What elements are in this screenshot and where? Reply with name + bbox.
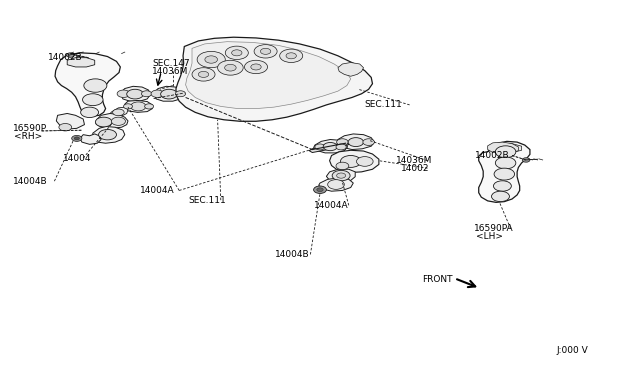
Polygon shape	[338, 62, 364, 76]
Circle shape	[111, 117, 125, 125]
Circle shape	[84, 79, 107, 92]
Polygon shape	[96, 113, 128, 128]
Polygon shape	[93, 126, 125, 143]
Circle shape	[198, 71, 209, 77]
Circle shape	[72, 135, 82, 141]
Circle shape	[337, 139, 348, 145]
Polygon shape	[186, 42, 351, 109]
Text: J:000 V: J:000 V	[557, 346, 589, 355]
Polygon shape	[154, 86, 184, 101]
Polygon shape	[488, 142, 518, 153]
Polygon shape	[319, 178, 353, 191]
Circle shape	[175, 91, 186, 97]
Polygon shape	[67, 58, 95, 67]
Circle shape	[337, 173, 346, 178]
Circle shape	[495, 157, 516, 169]
Polygon shape	[479, 141, 530, 202]
Text: 16590PA: 16590PA	[474, 224, 513, 233]
Text: 14004B: 14004B	[13, 177, 47, 186]
Text: 14002: 14002	[401, 164, 430, 173]
Circle shape	[124, 104, 132, 109]
Circle shape	[315, 144, 325, 150]
Circle shape	[495, 146, 516, 158]
Circle shape	[251, 64, 261, 70]
Polygon shape	[309, 142, 349, 153]
Circle shape	[83, 94, 103, 106]
Circle shape	[336, 162, 349, 170]
Text: <RH>: <RH>	[14, 132, 42, 141]
Circle shape	[356, 157, 373, 166]
Circle shape	[492, 191, 509, 202]
Circle shape	[328, 180, 344, 189]
Circle shape	[332, 170, 350, 181]
Circle shape	[494, 168, 515, 180]
Circle shape	[127, 89, 143, 99]
Circle shape	[113, 109, 124, 116]
Circle shape	[151, 90, 164, 97]
Text: SEC.147: SEC.147	[152, 59, 190, 68]
Circle shape	[323, 142, 337, 151]
Circle shape	[336, 144, 346, 150]
Polygon shape	[326, 169, 355, 182]
Circle shape	[197, 51, 225, 68]
Circle shape	[260, 48, 271, 54]
Circle shape	[340, 155, 361, 167]
Circle shape	[131, 102, 146, 111]
Polygon shape	[125, 100, 152, 112]
Circle shape	[81, 107, 99, 118]
Circle shape	[280, 49, 303, 62]
Polygon shape	[176, 37, 372, 121]
Text: 16590P: 16590P	[13, 124, 47, 133]
Circle shape	[244, 60, 268, 74]
Polygon shape	[490, 144, 522, 153]
Polygon shape	[120, 86, 150, 101]
Circle shape	[254, 45, 277, 58]
Text: FRONT: FRONT	[422, 275, 453, 284]
Circle shape	[99, 129, 116, 140]
Circle shape	[522, 158, 530, 162]
Polygon shape	[330, 150, 379, 173]
Text: SEC.111: SEC.111	[189, 196, 227, 205]
Text: 14002B: 14002B	[475, 151, 509, 160]
Text: 14004A: 14004A	[140, 186, 174, 195]
Text: 14004B: 14004B	[275, 250, 310, 259]
Text: <LH>: <LH>	[476, 232, 503, 241]
Circle shape	[205, 56, 218, 63]
Circle shape	[145, 104, 154, 109]
Circle shape	[59, 124, 72, 131]
Circle shape	[286, 53, 296, 59]
Polygon shape	[110, 107, 128, 116]
Circle shape	[95, 117, 112, 127]
Text: SEC.111: SEC.111	[365, 100, 403, 109]
Circle shape	[232, 50, 242, 56]
Circle shape	[67, 53, 74, 57]
Text: 14004: 14004	[63, 154, 92, 163]
Polygon shape	[55, 53, 120, 116]
Circle shape	[317, 188, 323, 192]
Polygon shape	[80, 134, 101, 144]
Text: 14004A: 14004A	[314, 201, 348, 210]
Polygon shape	[314, 140, 348, 153]
Text: 14036M: 14036M	[396, 156, 432, 165]
Circle shape	[225, 64, 236, 71]
Text: 14036M: 14036M	[152, 67, 189, 76]
Circle shape	[192, 68, 215, 81]
Circle shape	[218, 60, 243, 75]
Circle shape	[363, 139, 374, 145]
Circle shape	[161, 89, 177, 99]
Text: 14002B: 14002B	[48, 53, 83, 62]
Polygon shape	[56, 113, 84, 129]
Circle shape	[493, 181, 511, 191]
Circle shape	[314, 186, 326, 193]
Polygon shape	[337, 134, 374, 150]
Circle shape	[74, 137, 79, 140]
Circle shape	[141, 91, 152, 97]
Circle shape	[225, 46, 248, 60]
Circle shape	[117, 90, 130, 97]
Circle shape	[348, 138, 364, 147]
